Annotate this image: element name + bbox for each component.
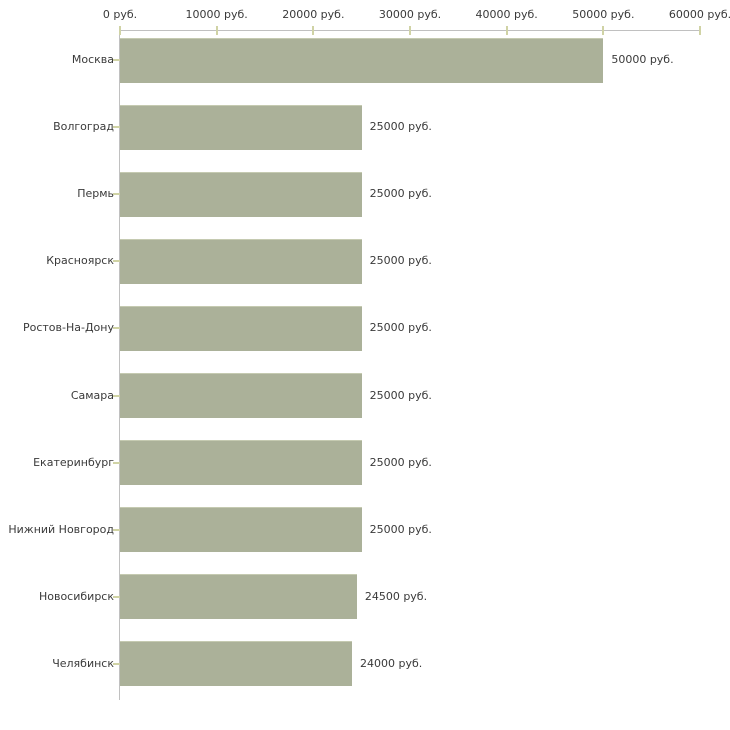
category-label: Самара [70, 388, 114, 402]
category-tick-mark [113, 327, 123, 330]
x-tick-label: 30000 руб. [378, 8, 442, 21]
bar [120, 37, 604, 83]
category-tick-mark [113, 59, 123, 61]
category-label: Екатеринбург [33, 455, 114, 469]
value-label: 25000 руб. [369, 522, 432, 536]
value-label: 24000 руб. [360, 656, 423, 670]
bar [120, 238, 362, 284]
x-tick-label: 40000 руб. [475, 8, 538, 21]
x-tick-label: 0 руб. [102, 8, 138, 21]
x-tick-label: 20000 руб. [282, 8, 345, 21]
category-tick-mark [113, 260, 123, 263]
category-tick-mark [113, 193, 123, 196]
x-tick-mark [602, 26, 605, 35]
x-tick-mark [699, 26, 701, 35]
x-tick-label: 50000 руб. [572, 8, 635, 21]
category-label: Ростов-На-Дону [22, 321, 114, 335]
bar [120, 373, 362, 418]
category-label: Пермь [77, 187, 114, 201]
value-label: 50000 руб. [611, 53, 674, 66]
x-tick-mark [312, 26, 315, 35]
bar [120, 171, 362, 217]
value-label: 25000 руб. [369, 455, 432, 469]
y-axis-line [119, 30, 120, 700]
x-tick-label: 60000 руб. [668, 8, 730, 21]
bar [120, 574, 357, 620]
value-label: 25000 руб. [369, 254, 432, 268]
category-label: Новосибирск [38, 589, 114, 603]
x-tick-mark [409, 26, 411, 35]
category-tick-mark [113, 528, 123, 531]
category-tick-mark [113, 461, 123, 464]
category-label: Москва [71, 53, 114, 66]
value-label: 25000 руб. [369, 120, 432, 134]
value-label: 25000 руб. [369, 321, 432, 335]
category-label: Красноярск [46, 254, 114, 268]
category-label: Челябинск [52, 656, 114, 670]
x-tick-mark [119, 26, 121, 35]
value-label: 25000 руб. [369, 187, 432, 201]
bar [120, 641, 352, 687]
x-tick-mark [505, 26, 508, 35]
category-label: Нижний Новгород [8, 522, 114, 536]
category-label: Волгоград [53, 120, 114, 134]
category-tick-mark [113, 595, 123, 598]
bar [120, 507, 362, 553]
bar [120, 104, 362, 150]
x-tick-label: 10000 руб. [185, 8, 248, 21]
category-tick-mark [113, 394, 123, 397]
bar [120, 305, 362, 351]
value-label: 25000 руб. [369, 388, 432, 402]
category-tick-mark [113, 662, 123, 665]
x-tick-mark [215, 26, 218, 35]
category-tick-mark [113, 126, 123, 129]
value-label: 24500 руб. [364, 589, 428, 603]
bar [120, 440, 362, 486]
